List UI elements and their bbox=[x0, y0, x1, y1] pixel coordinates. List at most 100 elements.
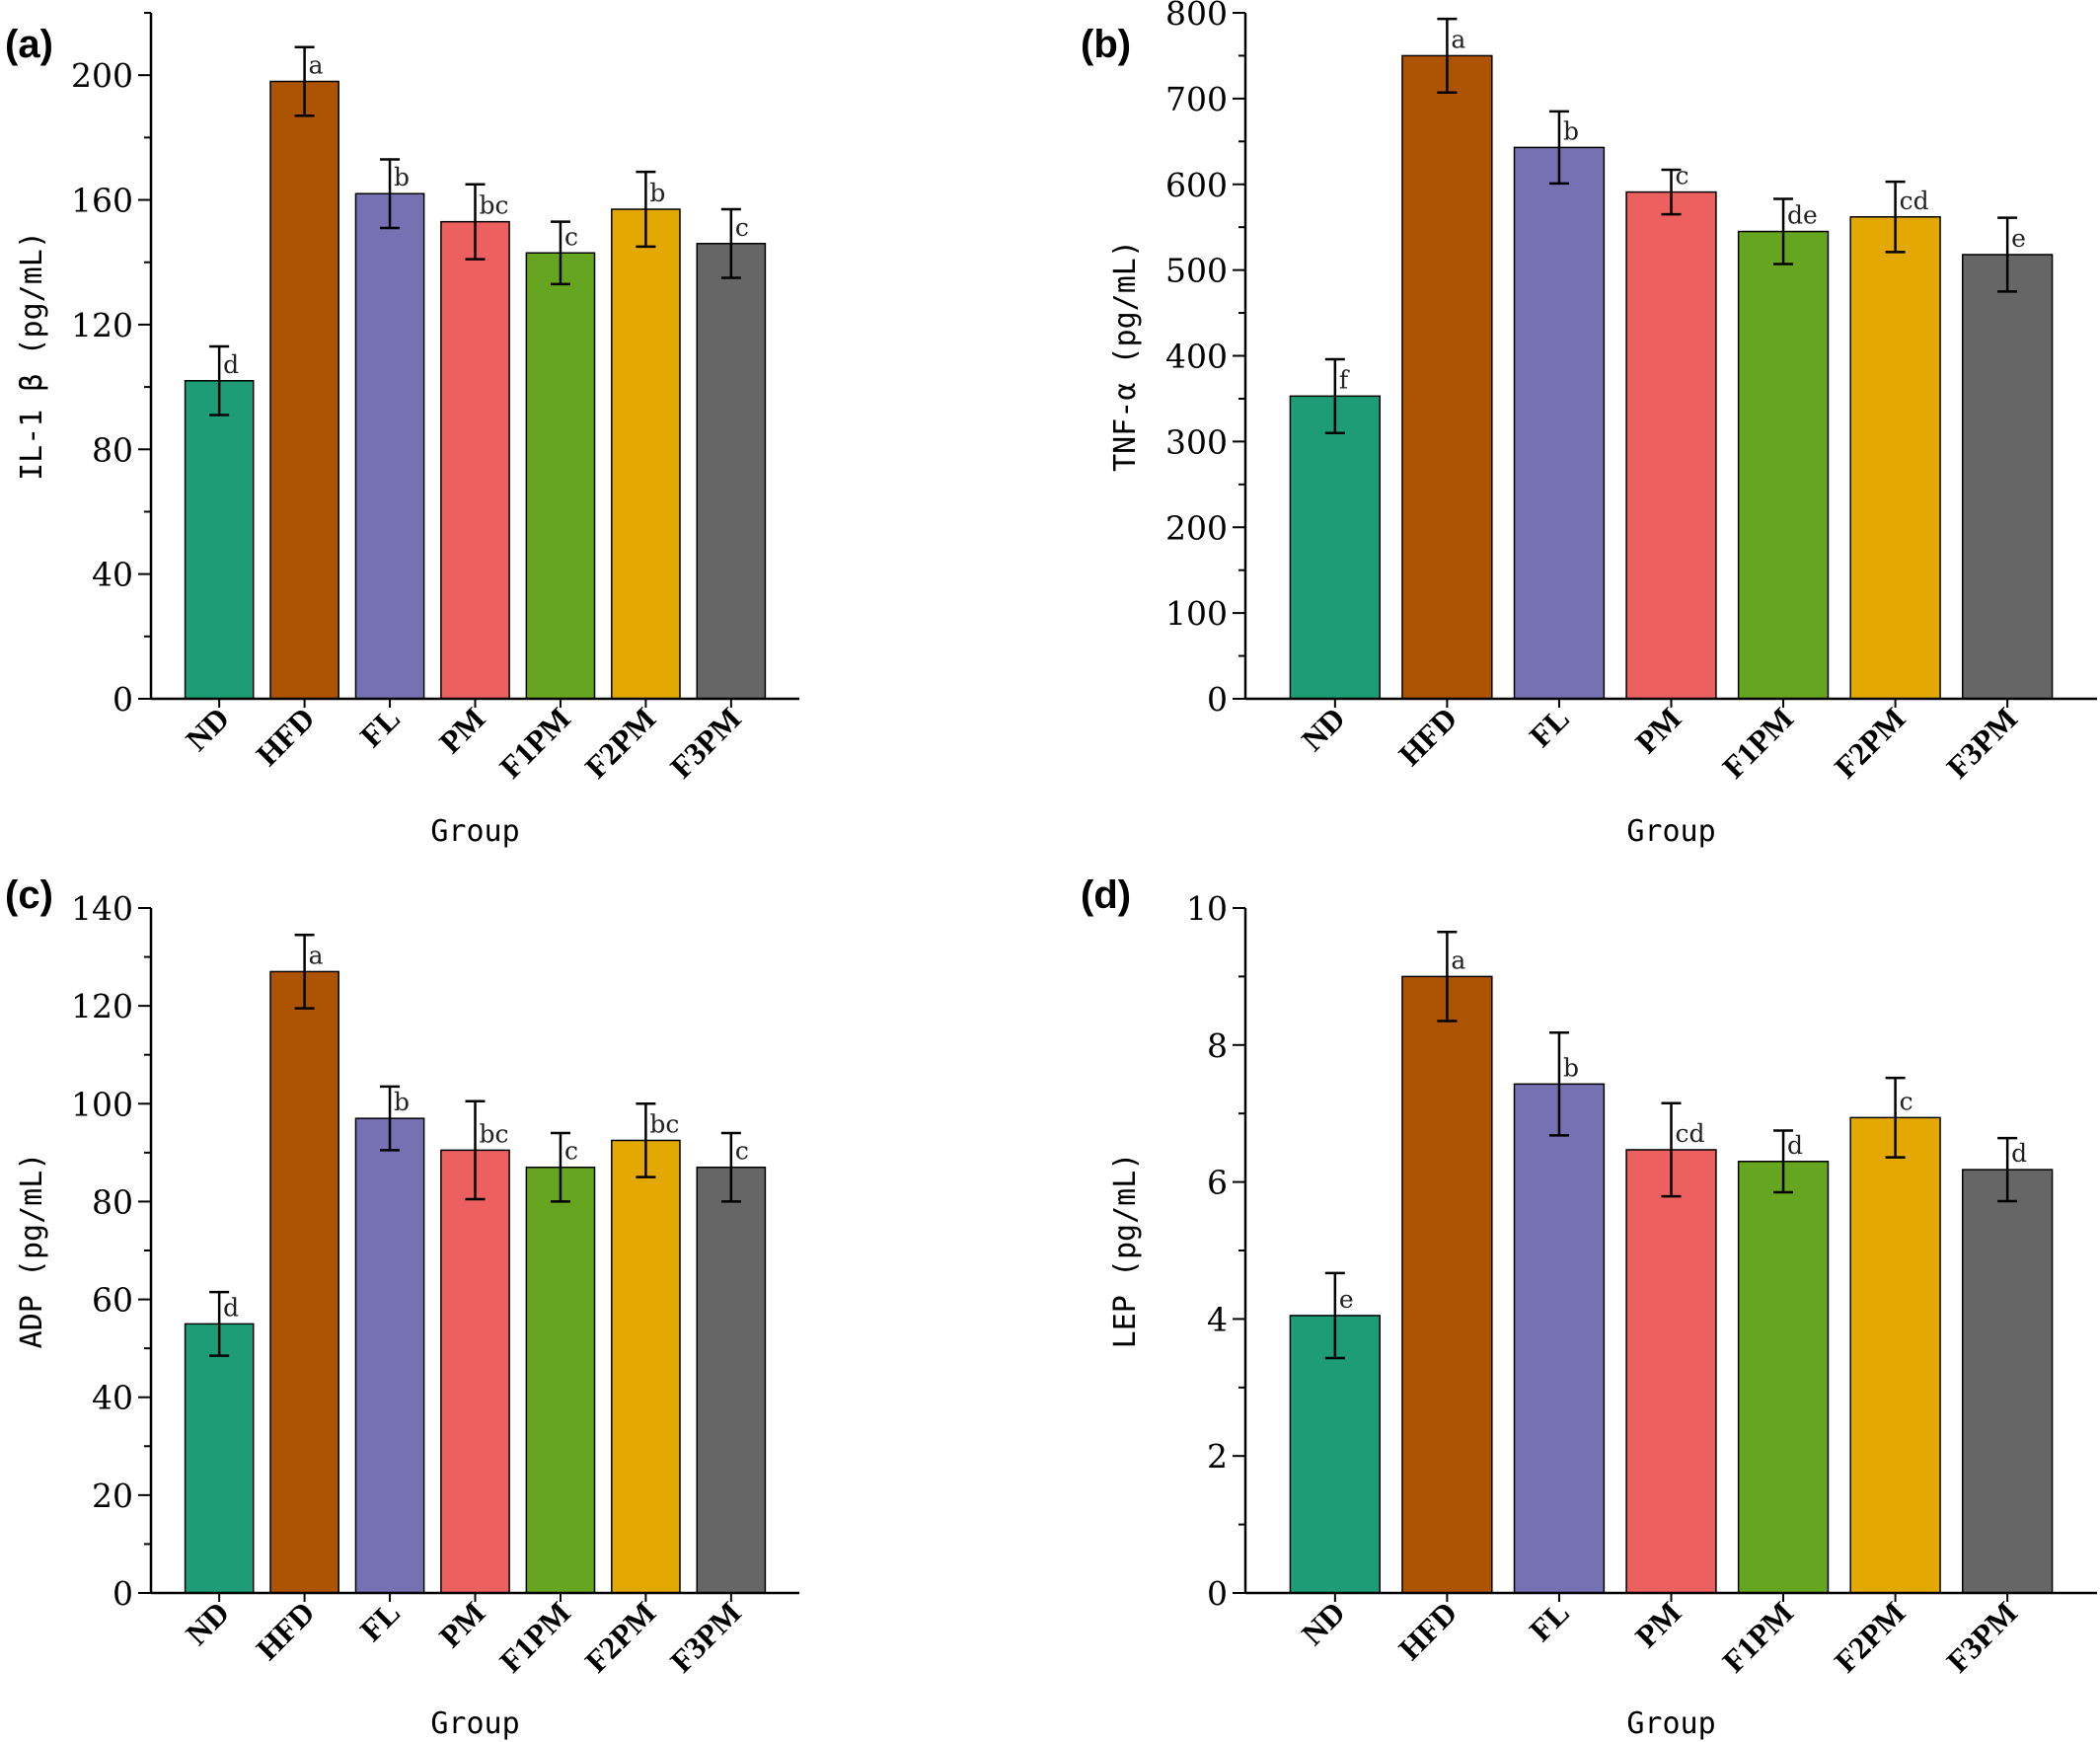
y-tick-label: 140 bbox=[71, 889, 133, 928]
significance-label-nd: e bbox=[1339, 1285, 1354, 1314]
panel-label: (a) bbox=[5, 23, 53, 66]
y-axis-title: TNF-α (pg/mL) bbox=[1108, 240, 1143, 472]
y-tick-label: 6 bbox=[1207, 1164, 1228, 1202]
bar-hfd[interactable] bbox=[1401, 975, 1493, 1594]
panel-label: (b) bbox=[1081, 23, 1131, 66]
x-tick-label-fl: FL bbox=[1523, 700, 1576, 753]
y-tick-label: 0 bbox=[112, 680, 133, 719]
error-bar-f1pm bbox=[1773, 1129, 1794, 1194]
error-bar-f1pm bbox=[1773, 197, 1794, 265]
y-tick-label: 40 bbox=[92, 1379, 133, 1417]
error-bar-f3pm bbox=[1997, 216, 2018, 293]
x-tick-label-f1pm: F1PM bbox=[1715, 1594, 1800, 1679]
significance-label-f2pm: cd bbox=[1900, 187, 1929, 215]
bar-hfd[interactable] bbox=[269, 80, 339, 700]
panel-label: (d) bbox=[1081, 873, 1131, 917]
bar-f3pm[interactable] bbox=[696, 1166, 767, 1594]
error-bar-hfd bbox=[1437, 17, 1458, 95]
bar-fl[interactable] bbox=[354, 192, 425, 700]
bar-pm[interactable] bbox=[1625, 190, 1717, 700]
y-tick-label: 800 bbox=[1165, 0, 1228, 33]
x-axis-title: Group bbox=[1626, 814, 1715, 849]
bar-hfd[interactable] bbox=[1401, 54, 1493, 700]
x-tick-label-nd: ND bbox=[179, 700, 236, 757]
x-axis-title: Group bbox=[430, 1706, 519, 1741]
significance-label-f1pm: c bbox=[564, 1137, 578, 1166]
significance-label-f1pm: c bbox=[564, 222, 578, 251]
bar-hfd[interactable] bbox=[269, 970, 339, 1594]
error-bar-fl bbox=[380, 1085, 401, 1152]
chart-panel-b: (b) f ND a HFD b FL c PM de F1PM cd F2PM e F3PM 0 100 200… bbox=[1081, 0, 2097, 849]
error-bar-nd bbox=[1324, 357, 1345, 434]
significance-label-nd: d bbox=[223, 1293, 239, 1322]
x-tick-label-fl: FL bbox=[353, 700, 407, 753]
x-tick-label-f1pm: F1PM bbox=[1715, 700, 1800, 785]
y-tick-label: 10 bbox=[1186, 889, 1228, 928]
x-tick-label-hfd: HFD bbox=[1391, 700, 1463, 772]
bar-f2pm[interactable] bbox=[611, 208, 681, 700]
bar-pm[interactable] bbox=[440, 1149, 510, 1594]
significance-label-f2pm: bc bbox=[649, 1109, 679, 1138]
bar-f1pm[interactable] bbox=[525, 1166, 596, 1594]
bar-pm[interactable] bbox=[1625, 1149, 1717, 1594]
bar-f2pm[interactable] bbox=[1849, 216, 1941, 700]
bar-nd[interactable] bbox=[184, 1323, 255, 1594]
bar-f1pm[interactable] bbox=[1737, 1161, 1830, 1594]
bar-f2pm[interactable] bbox=[1849, 1116, 1941, 1594]
bar-fl[interactable] bbox=[354, 1117, 425, 1594]
x-tick-label-nd: ND bbox=[179, 1594, 236, 1651]
y-tick-label: 200 bbox=[1165, 508, 1228, 547]
error-bar-nd bbox=[209, 1290, 230, 1357]
x-tick-label-f3pm: F3PM bbox=[663, 1594, 748, 1679]
bar-f2pm[interactable] bbox=[611, 1139, 681, 1594]
error-bar-pm bbox=[1661, 1101, 1682, 1198]
y-tick-label: 400 bbox=[1165, 338, 1228, 376]
significance-label-f2pm: b bbox=[649, 179, 665, 207]
x-tick-label-fl: FL bbox=[1523, 1594, 1576, 1647]
error-bar-fl bbox=[1548, 1031, 1569, 1137]
bar-pm[interactable] bbox=[440, 220, 510, 700]
bar-fl[interactable] bbox=[1513, 146, 1606, 700]
chart-panel-c: (c) d ND a HFD b FL bc PM c F1PM bc F2PM c F3PM 0 20 40 60… bbox=[5, 873, 799, 1741]
y-tick-label: 40 bbox=[92, 556, 133, 594]
significance-label-f2pm: c bbox=[1900, 1087, 1913, 1115]
x-tick-label-f2pm: F2PM bbox=[578, 1594, 663, 1679]
error-bar-fl bbox=[1548, 110, 1569, 186]
bar-nd[interactable] bbox=[1289, 395, 1382, 700]
bar-f1pm[interactable] bbox=[525, 252, 596, 700]
bar-fl[interactable] bbox=[1513, 1083, 1606, 1594]
y-tick-label: 4 bbox=[1207, 1300, 1228, 1338]
x-tick-label-hfd: HFD bbox=[1391, 1594, 1463, 1666]
y-tick-label: 80 bbox=[92, 430, 133, 469]
significance-label-fl: b bbox=[1563, 1053, 1579, 1082]
error-bar-f1pm bbox=[550, 220, 570, 286]
y-axis-title: ADP (pg/mL) bbox=[15, 1153, 49, 1349]
x-axis-title: Group bbox=[1626, 1706, 1715, 1741]
significance-label-pm: cd bbox=[1676, 1119, 1705, 1148]
y-tick-label: 200 bbox=[71, 56, 133, 95]
x-tick-label-pm: PM bbox=[1628, 1594, 1688, 1654]
bar-nd[interactable] bbox=[184, 380, 255, 700]
bar-f3pm[interactable] bbox=[1961, 1169, 2054, 1594]
bar-f3pm[interactable] bbox=[696, 243, 767, 700]
y-tick-label: 160 bbox=[71, 182, 133, 220]
x-tick-label-f3pm: F3PM bbox=[1939, 700, 2024, 785]
significance-label-f3pm: e bbox=[2011, 224, 2026, 253]
significance-label-f1pm: d bbox=[1787, 1131, 1803, 1160]
significance-label-hfd: a bbox=[309, 941, 324, 969]
bar-f1pm[interactable] bbox=[1737, 230, 1830, 700]
x-tick-label-pm: PM bbox=[432, 1594, 492, 1654]
y-tick-label: 8 bbox=[1207, 1026, 1228, 1065]
y-tick-label: 80 bbox=[92, 1182, 133, 1221]
x-axis-title: Group bbox=[430, 814, 519, 849]
y-tick-label: 2 bbox=[1207, 1437, 1228, 1476]
significance-label-hfd: a bbox=[309, 51, 324, 80]
significance-label-pm: bc bbox=[480, 1119, 509, 1148]
chart-panel-a: (a) d ND a HFD b FL bc PM c F1PM b F2PM c F3PM 0 40 80 120… bbox=[5, 12, 799, 849]
error-bar-hfd bbox=[294, 934, 315, 1010]
y-tick-label: 700 bbox=[1165, 80, 1228, 118]
y-axis-title: IL-1 β (pg/mL) bbox=[15, 231, 49, 481]
x-tick-label-hfd: HFD bbox=[249, 1594, 321, 1666]
bar-f3pm[interactable] bbox=[1961, 254, 2054, 700]
